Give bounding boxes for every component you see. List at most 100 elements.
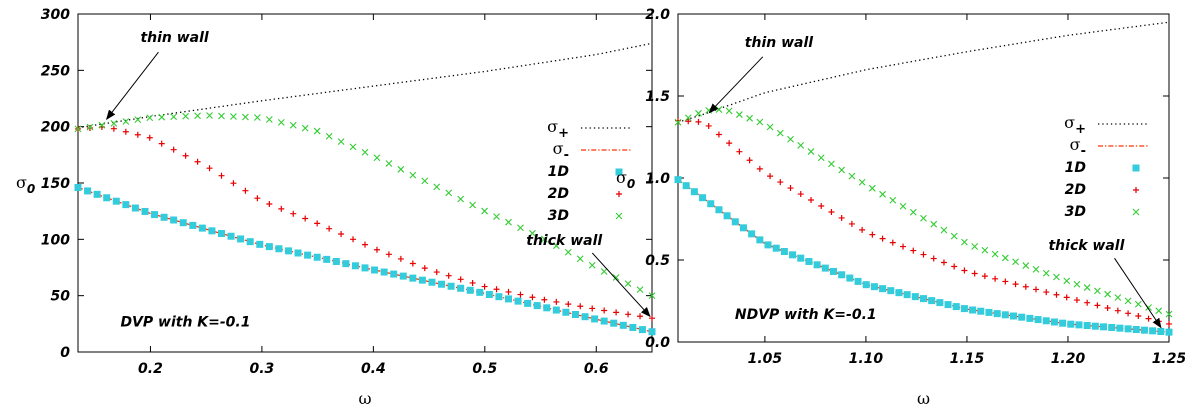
legend-label: 3D — [1065, 204, 1086, 220]
point-3d — [540, 235, 548, 243]
y-tick-label: 50 — [51, 289, 71, 305]
point-2d — [1043, 289, 1050, 296]
point-2d — [869, 231, 876, 238]
point-1d — [1067, 320, 1075, 328]
point-3d — [715, 106, 723, 113]
point-3d — [1022, 262, 1030, 269]
point-1d — [952, 303, 960, 311]
point-3d — [838, 166, 846, 174]
point-1d — [246, 238, 254, 246]
point-1d — [552, 306, 560, 314]
legend-label: 1D — [548, 164, 569, 180]
point-3d — [301, 124, 309, 132]
point-2d — [910, 247, 917, 254]
point-1d — [610, 319, 618, 327]
point-2d — [1135, 312, 1142, 319]
point-1d — [1083, 322, 1091, 330]
point-1d — [838, 271, 846, 279]
point-1d — [1116, 324, 1124, 332]
point-2d — [326, 225, 333, 232]
point-2d — [1073, 297, 1080, 304]
point-3d — [695, 109, 702, 117]
point-2d — [505, 288, 512, 295]
point-1d — [131, 204, 139, 212]
point-3d — [588, 261, 596, 269]
point-1d — [619, 321, 627, 329]
point-2d — [637, 313, 644, 320]
point-3d — [564, 248, 572, 256]
x-tick-label: 1.20 — [1051, 351, 1086, 367]
point-2d — [889, 239, 896, 246]
point-1d — [1010, 312, 1018, 320]
point-3d — [674, 118, 682, 126]
point-1d — [256, 240, 264, 248]
point-2d — [920, 251, 927, 258]
point-1d — [409, 274, 417, 282]
point-1d — [543, 304, 551, 312]
point-1d — [418, 276, 426, 284]
point-3d — [373, 154, 381, 162]
point-3d — [433, 183, 441, 191]
legend-label: σ+ — [1064, 113, 1086, 137]
point-3d — [86, 123, 94, 131]
point-2d — [838, 214, 845, 221]
point-3d — [337, 138, 345, 145]
point-2d — [541, 296, 548, 303]
y-tick-label: 2.0 — [645, 7, 670, 23]
point-1d — [772, 244, 780, 252]
point-3d — [194, 112, 201, 120]
point-1d — [1165, 328, 1173, 336]
point-2d — [726, 140, 733, 147]
series-sigma_plus — [677, 21, 1170, 123]
legend: σ+σ-1D 2D 3D — [547, 117, 631, 224]
point-1d — [821, 264, 829, 272]
point-1d — [160, 213, 168, 221]
point-1d — [1132, 326, 1140, 334]
point-2d — [1114, 307, 1121, 314]
point-1d — [581, 313, 589, 321]
point-2d — [1063, 294, 1070, 301]
x-axis-label: ω — [917, 389, 930, 408]
point-3d — [146, 114, 154, 122]
point-3d — [134, 116, 142, 124]
point-1d — [237, 235, 245, 243]
point-1d — [198, 224, 206, 232]
point-3d — [1165, 310, 1173, 318]
point-3d — [397, 165, 405, 173]
point-1d — [342, 260, 350, 268]
point-2d — [715, 131, 722, 138]
point-2d — [685, 118, 692, 125]
annotation-thick-arrow — [1114, 257, 1162, 329]
point-2d — [170, 146, 177, 153]
point-1d — [571, 310, 579, 318]
x-axis-label: ω — [358, 389, 371, 408]
point-1d — [682, 182, 690, 190]
point-2d — [553, 298, 560, 305]
series-2D — [75, 123, 655, 322]
legend-marker-2d — [1133, 187, 1139, 193]
point-1d — [505, 295, 512, 303]
point-1d — [93, 190, 101, 198]
point-3d — [981, 246, 989, 254]
point-1d — [699, 194, 707, 202]
point-2d — [981, 273, 988, 280]
caption-label: DVP with K=-0.1 — [120, 315, 250, 331]
point-1d — [829, 267, 837, 275]
point-2d — [1022, 283, 1029, 290]
point-2d — [122, 128, 129, 135]
point-1d — [854, 277, 862, 285]
point-2d — [254, 195, 261, 202]
point-2d — [736, 148, 743, 155]
point-1d — [1149, 327, 1157, 335]
y-tick-label: 150 — [41, 176, 70, 192]
point-3d — [600, 268, 608, 275]
point-2d — [469, 279, 476, 286]
point-3d — [766, 123, 774, 131]
point-1d — [103, 194, 111, 202]
y-tick-label: 1.5 — [645, 89, 670, 105]
point-2d — [182, 152, 189, 159]
point-2d — [409, 260, 416, 267]
point-2d — [695, 118, 702, 125]
point-2d — [433, 269, 440, 276]
point-2d — [1094, 302, 1101, 309]
